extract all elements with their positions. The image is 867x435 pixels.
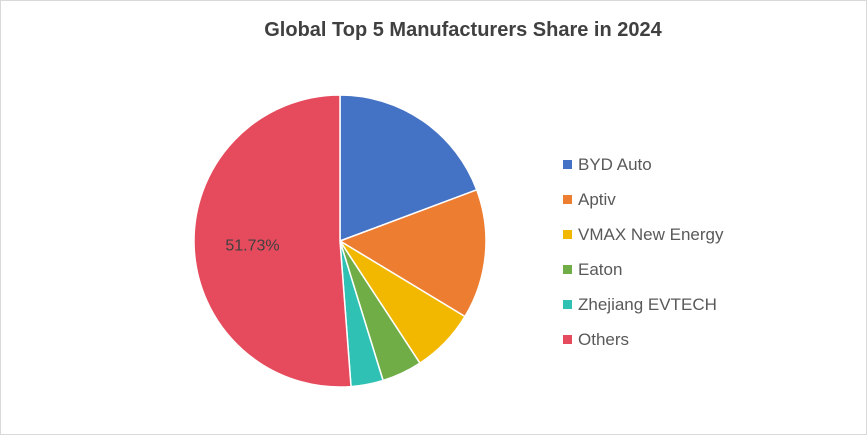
legend-label: VMAX New Energy (578, 224, 724, 244)
pie-slice-others (193, 94, 352, 388)
legend-swatch (563, 160, 572, 169)
legend-swatch (563, 265, 572, 274)
pie-slice-aptiv (338, 188, 487, 318)
chart-title: Global Top 5 Manufacturers Share in 2024 (264, 19, 662, 41)
legend-item-eaton: Eaton (563, 252, 724, 287)
legend-label: Aptiv (578, 189, 616, 209)
legend-item-zhejiang-evtech: Zhejiang EVTECH (563, 287, 724, 322)
pie-data-labels: 51.73% (225, 237, 279, 254)
legend-label: Others (578, 329, 630, 349)
legend-label: Eaton (578, 259, 623, 279)
legend-label: Zhejiang EVTECH (578, 294, 717, 314)
pie-slices (193, 94, 487, 388)
legend-swatch (563, 195, 572, 204)
legend-item-others: Others (563, 322, 724, 357)
legend-swatch (563, 300, 572, 309)
chart-legend: BYD Auto Aptiv VMAX New Energy Eaton Zhejian… (563, 147, 724, 357)
legend-swatch (563, 335, 572, 344)
legend-label: BYD Auto (578, 154, 652, 174)
legend-item-aptiv: Aptiv (563, 182, 724, 217)
pie-slice-byd-auto (339, 94, 478, 243)
data-label-others: 51.73% (225, 237, 279, 254)
legend-item-vmax-new-energy: VMAX New Energy (563, 217, 724, 252)
legend-item-byd-auto: BYD Auto (563, 147, 724, 182)
legend-swatch (563, 230, 572, 239)
